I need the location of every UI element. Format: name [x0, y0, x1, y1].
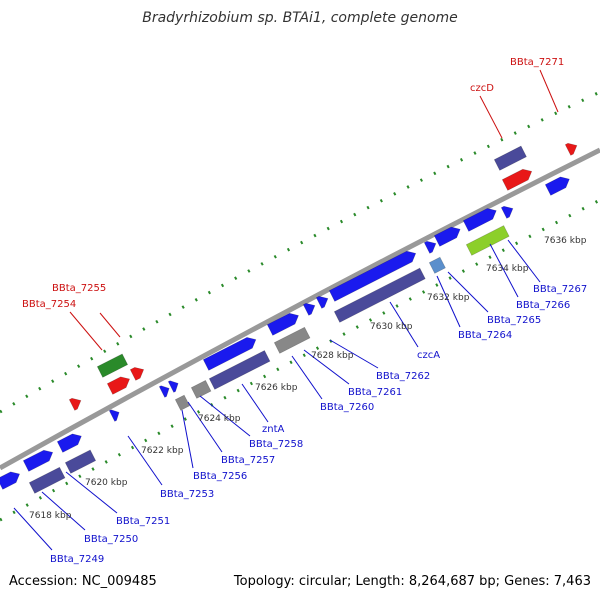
leader-line	[303, 349, 350, 385]
leader-line	[329, 339, 379, 369]
leader-line	[291, 355, 323, 400]
tick-label: 7622 kbp	[141, 446, 184, 456]
leader-line	[181, 409, 194, 469]
tick-label: 7634 kbp	[486, 264, 529, 274]
gene-label-bbta-7264[interactable]: BBta_7264	[458, 330, 512, 341]
gene-label-bbta-7266[interactable]: BBta_7266	[516, 300, 570, 311]
leader-line	[99, 312, 121, 338]
gene-label-bbta-7256[interactable]: BBta_7256	[193, 471, 247, 482]
label-leaders	[13, 69, 559, 551]
leader-line	[436, 275, 461, 328]
gene-forward[interactable]	[544, 174, 572, 196]
gene-reverse[interactable]	[28, 466, 66, 494]
tick-label: 7620 kbp	[85, 478, 128, 488]
tick-label: 7618 kbp	[29, 511, 72, 521]
leader-line	[447, 271, 489, 313]
genes-layer	[0, 140, 579, 494]
gene-reverse[interactable]	[208, 350, 271, 390]
gene-rna[interactable]	[106, 374, 132, 395]
gene-label-bbta-7250[interactable]: BBta_7250	[84, 534, 138, 545]
leader-line	[241, 383, 269, 423]
gene-label-bbta-7262[interactable]: BBta_7262	[376, 371, 430, 382]
gene-rna[interactable]	[68, 395, 83, 411]
gene-light[interactable]	[428, 256, 446, 274]
gene-forward[interactable]	[266, 310, 301, 336]
tick-label: 7632 kbp	[427, 293, 470, 303]
gene-label-bbta-7249[interactable]: BBta_7249	[50, 554, 104, 565]
tick-label: 7636 kbp	[544, 236, 587, 246]
leader-line	[199, 395, 251, 437]
gene-label-czcd[interactable]: czcD	[470, 83, 494, 94]
gene-forward[interactable]	[108, 407, 122, 422]
gene-reverse[interactable]	[64, 449, 97, 474]
leader-line	[65, 471, 118, 514]
gene-label-bbta-7260[interactable]: BBta_7260	[320, 402, 374, 413]
gene-forward[interactable]	[423, 238, 438, 254]
gene-forward[interactable]	[328, 248, 418, 302]
gene-label-bbta-7251[interactable]: BBta_7251	[116, 516, 170, 527]
leader-line	[389, 301, 419, 348]
gene-highlight[interactable]	[465, 225, 510, 256]
gene-forward[interactable]	[167, 378, 181, 393]
accession-text: Accession: NC_009485	[9, 574, 157, 589]
gene-label-bbta-7254[interactable]: BBta_7254	[22, 299, 76, 310]
gene-pseudo[interactable]	[174, 394, 191, 411]
gene-label-bbta-7255[interactable]: BBta_7255	[52, 283, 106, 294]
leader-line	[187, 401, 223, 453]
gene-label-bbta-7271[interactable]: BBta_7271	[510, 57, 564, 68]
tick-label: 7626 kbp	[255, 383, 298, 393]
gene-forward[interactable]	[0, 469, 22, 490]
gene-pseudo[interactable]	[190, 379, 212, 399]
gene-forward[interactable]	[202, 334, 258, 371]
topology-text: Topology: circular; Length: 8,264,687 bp…	[233, 574, 591, 589]
inner-dotted-track	[0, 198, 600, 522]
gene-label-bbta-7258[interactable]: BBta_7258	[249, 439, 303, 450]
tick-label: 7630 kbp	[370, 322, 413, 332]
leader-line	[127, 435, 163, 486]
gene-forward[interactable]	[302, 300, 317, 316]
gene-label-znta[interactable]: zntA	[262, 424, 285, 435]
gene-forward[interactable]	[22, 447, 55, 472]
gene-label-bbta-7267[interactable]: BBta_7267	[533, 284, 587, 295]
leader-line	[539, 69, 559, 113]
gene-highlight-green[interactable]	[96, 353, 129, 378]
gene-rna[interactable]	[501, 166, 534, 191]
leader-line	[507, 239, 541, 283]
gene-label-bbta-7253[interactable]: BBta_7253	[160, 489, 214, 500]
gene-label-bbta-7261[interactable]: BBta_7261	[348, 387, 402, 398]
tick-label: 7628 kbp	[311, 351, 354, 361]
gene-label-czca[interactable]: czcA	[417, 350, 440, 361]
gene-forward[interactable]	[56, 431, 84, 453]
gene-reverse[interactable]	[493, 145, 527, 171]
gene-reverse[interactable]	[333, 267, 426, 323]
leader-line	[13, 507, 53, 551]
gene-label-bbta-7265[interactable]: BBta_7265	[487, 315, 541, 326]
gene-forward[interactable]	[433, 224, 463, 247]
leader-line	[489, 243, 519, 298]
gene-forward[interactable]	[462, 205, 499, 232]
gene-rna[interactable]	[129, 364, 146, 381]
genome-backbone	[0, 147, 600, 471]
gene-pseudo[interactable]	[273, 326, 311, 354]
gene-rna[interactable]	[564, 140, 579, 156]
tick-label: 7624 kbp	[198, 414, 241, 424]
leader-line	[479, 95, 503, 139]
gene-forward[interactable]	[500, 203, 515, 219]
leader-line	[69, 311, 103, 351]
leader-line	[41, 491, 86, 531]
gene-forward[interactable]	[158, 383, 172, 398]
outer-dotted-track	[0, 90, 600, 414]
map-title: Bradyrhizobium sp. BTAi1, complete genom…	[142, 10, 458, 26]
gene-label-bbta-7257[interactable]: BBta_7257	[221, 455, 275, 466]
gene-forward[interactable]	[315, 293, 330, 309]
